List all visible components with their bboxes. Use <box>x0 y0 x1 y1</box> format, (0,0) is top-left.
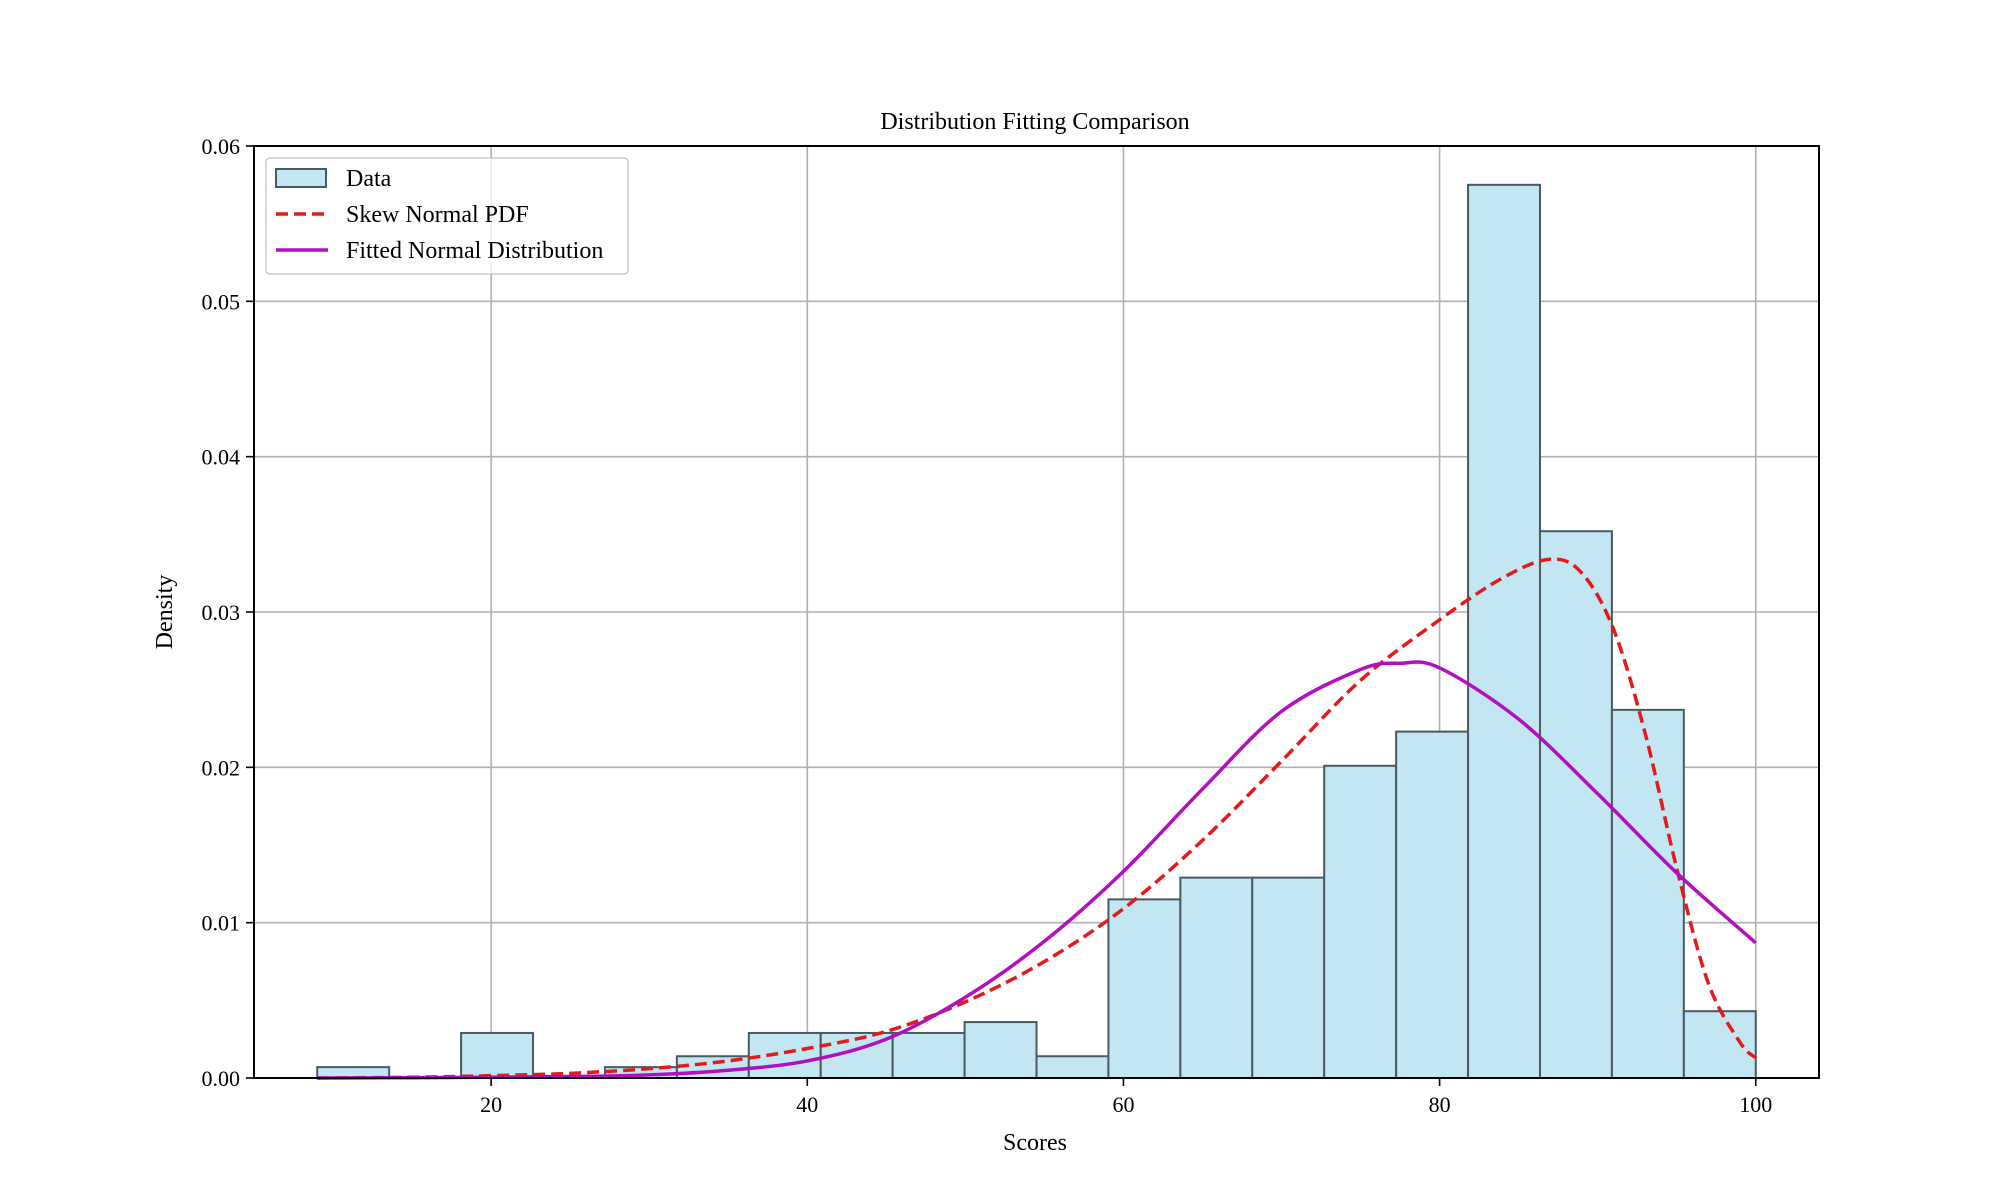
y-tick-label: 0.02 <box>202 755 241 780</box>
legend-label-skew-normal: Skew Normal PDF <box>346 202 529 228</box>
histogram-bar <box>1251 876 1326 1079</box>
histogram-bar <box>963 1021 1038 1080</box>
y-tick-label: 0.04 <box>202 445 241 470</box>
y-tick-label: 0.01 <box>202 911 241 936</box>
x-tick-label: 20 <box>480 1092 502 1117</box>
histogram-bar <box>1538 530 1613 1079</box>
y-tick-label: 0.06 <box>202 134 241 159</box>
fitted-normal-line <box>317 660 1757 1080</box>
x-axis-label: Scores <box>1003 1130 1067 1156</box>
axis-ticks: 20 40 60 80 100 0.00 0.01 0.02 0.03 0.04 0.05 0.06 <box>202 134 1773 1117</box>
histogram-bar <box>747 1031 822 1080</box>
legend-label-fitted-normal: Fitted Normal Distribution <box>346 238 603 264</box>
x-tick-label: 80 <box>1429 1092 1451 1117</box>
histogram-bar <box>1682 1010 1757 1079</box>
histogram-bar <box>1323 764 1398 1080</box>
histogram-bar <box>1467 183 1541 1080</box>
histogram-bar <box>1179 876 1254 1079</box>
x-tick-label: 100 <box>1739 1092 1772 1117</box>
legend-box <box>265 157 629 275</box>
chart-title: Distribution Fitting Comparison <box>880 109 1189 135</box>
x-tick-label: 60 <box>1112 1092 1134 1117</box>
y-tick-label: 0.05 <box>202 289 241 314</box>
legend-label-data: Data <box>346 166 392 192</box>
histogram-bar <box>1395 730 1470 1080</box>
histogram-bar <box>1610 708 1685 1079</box>
y-axis-label: Density <box>152 575 178 650</box>
legend: Data Skew Normal PDF Fitted Normal Distr… <box>265 157 629 275</box>
legend-swatch-data <box>275 168 327 188</box>
histogram-bar <box>1035 1055 1110 1079</box>
histogram-bar <box>460 1031 535 1080</box>
histogram-bar <box>891 1031 966 1080</box>
x-tick-label: 40 <box>796 1092 818 1117</box>
histogram-bar <box>1107 898 1182 1079</box>
y-tick-label: 0.03 <box>202 600 241 625</box>
fit-curves <box>317 557 1757 1080</box>
histogram-bars <box>316 183 1757 1080</box>
skew-normal-pdf-line <box>317 557 1757 1080</box>
y-tick-label: 0.00 <box>202 1066 241 1091</box>
